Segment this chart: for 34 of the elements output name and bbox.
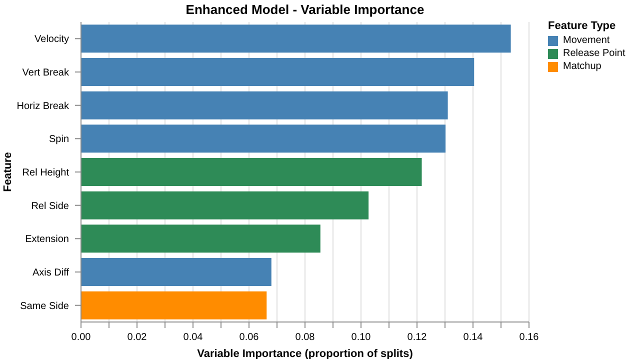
y-tick-label: Velocity — [34, 34, 69, 46]
legend-title: Feature Type — [548, 20, 617, 32]
x-tick-label: 0.08 — [295, 332, 316, 343]
bar — [81, 224, 320, 253]
x-axis-title: Variable Importance (proportion of splits) — [197, 348, 414, 359]
x-tick-label: 0.00 — [71, 332, 92, 343]
x-tick-label: 0.10 — [351, 332, 372, 343]
bar — [81, 58, 474, 86]
bar — [81, 191, 369, 220]
y-tick-label: Rel Height — [22, 168, 70, 178]
legend-label: Release Point — [563, 48, 626, 59]
bar — [81, 24, 511, 53]
y-tick-label: Same Side — [20, 300, 70, 312]
y-tick-label: Extension — [25, 234, 69, 246]
y-axis-title: Feature — [2, 152, 14, 192]
chart-title: Enhanced Model - Variable Importance — [184, 2, 426, 17]
x-tick-label: 0.14 — [463, 332, 484, 343]
bar — [81, 91, 448, 120]
bar — [81, 124, 446, 153]
y-tick-label: Vert Break — [22, 68, 70, 78]
legend-label: Matchup — [563, 61, 602, 72]
y-tick-label: Rel Side — [31, 200, 70, 212]
bar — [81, 291, 267, 320]
x-tick-label: 0.02 — [127, 332, 148, 343]
legend-label: Movement — [563, 35, 610, 46]
y-tick-label: Horiz Break — [16, 100, 70, 112]
x-tick-label: 0.04 — [183, 332, 204, 343]
y-tick-label: Axis Diff — [32, 268, 70, 278]
bar — [81, 158, 422, 186]
y-tick-label: Spin — [48, 134, 69, 146]
x-tick-label: 0.06 — [239, 332, 260, 343]
x-tick-label: 0.16 — [519, 332, 540, 343]
x-tick-label: 0.12 — [407, 332, 428, 343]
bar — [81, 258, 272, 286]
